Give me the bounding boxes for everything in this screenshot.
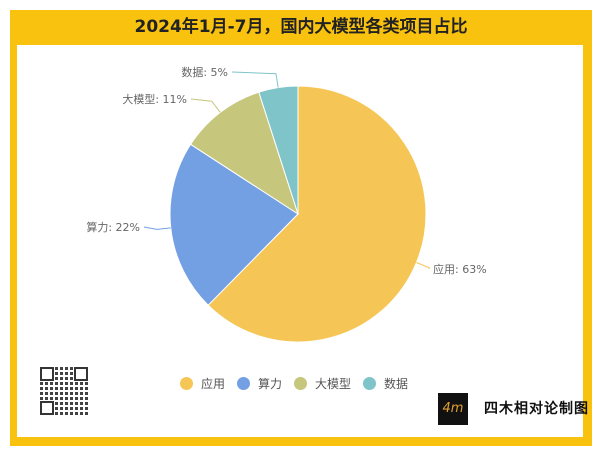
legend-label: 数据 [384, 377, 409, 391]
legend-swatch [363, 377, 377, 390]
legend-item[interactable]: 应用 [180, 375, 225, 392]
legend-item[interactable]: 大模型 [294, 375, 351, 392]
legend: 应用 算力 大模型 数据 [180, 375, 408, 392]
label-leader-line [143, 226, 171, 230]
legend-swatch [294, 377, 308, 390]
slice-label: 数据: 5% [181, 65, 228, 79]
label-leader-line [416, 262, 431, 270]
pie-slice-数据[interactable] [258, 85, 299, 215]
brand-name: 四木相对论制图 [484, 401, 589, 417]
slice-label: 应用: 63% [433, 262, 487, 276]
legend-label: 算力 [258, 377, 283, 391]
legend-item[interactable]: 算力 [237, 375, 282, 392]
legend-item[interactable]: 数据 [363, 375, 408, 392]
brand-logo: 4m [438, 393, 468, 425]
pie-slice-大模型[interactable] [189, 91, 299, 216]
pie-slice-应用[interactable] [207, 85, 427, 343]
slice-label: 大模型: 11% [122, 92, 187, 106]
label-leader-line [231, 71, 279, 88]
legend-label: 大模型 [315, 377, 352, 391]
slice-label: 算力: 22% [86, 220, 140, 234]
chart-title: 2024年1月-7月，国内大模型各类项目占比 [134, 17, 468, 37]
qr-code [40, 367, 88, 415]
legend-swatch [180, 377, 193, 390]
pie-slice-算力[interactable] [169, 143, 299, 306]
legend-swatch [237, 377, 251, 390]
label-leader-line [190, 98, 221, 113]
legend-label: 应用 [201, 377, 226, 391]
